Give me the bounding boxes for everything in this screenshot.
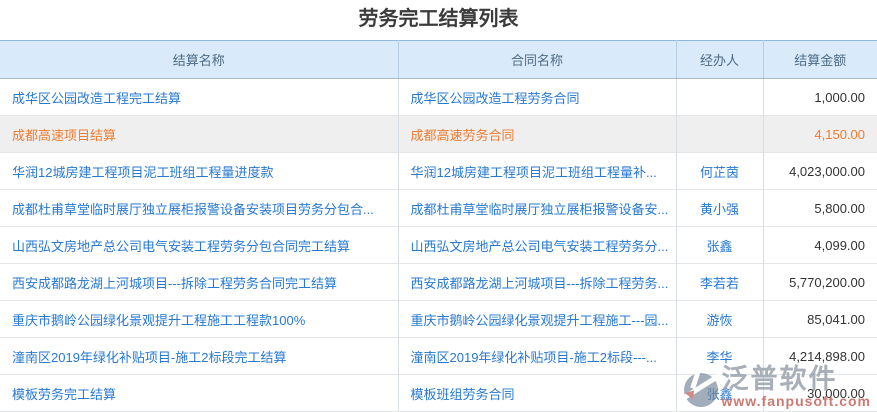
handler-link[interactable]: 李华 [676, 337, 764, 375]
page-title: 劳务完工结算列表 [358, 8, 519, 30]
table-row: 成华区公园改造工程完工结算 成华区公园改造工程劳务合同 1,000.00 [0, 78, 877, 116]
amount-value: 30,000.00 [763, 374, 877, 412]
settlement-link[interactable]: 山西弘文房地产总公司电气安装工程劳务分包合同完工结算 [0, 226, 399, 264]
handler-link[interactable]: 游恢 [676, 300, 764, 338]
settlement-link[interactable]: 潼南区2019年绿化补贴项目-施工2标段完工结算 [0, 337, 399, 375]
contract-link[interactable]: 华润12城房建工程项目泥工班组工程量补... [398, 152, 677, 190]
settlement-link[interactable]: 成华区公园改造工程完工结算 [0, 78, 399, 116]
settlement-link[interactable]: 成都杜甫草堂临时展厅独立展柜报警设备安装项目劳务分包合... [0, 189, 399, 227]
table-row: 潼南区2019年绿化补贴项目-施工2标段完工结算 潼南区2019年绿化补贴项目-… [0, 337, 877, 375]
handler-link[interactable] [676, 78, 764, 116]
handler-link[interactable]: 张鑫 [676, 374, 764, 412]
handler-link[interactable]: 张鑫 [676, 226, 764, 264]
contract-link[interactable]: 模板班组劳务合同 [398, 374, 677, 412]
amount-value: 5,800.00 [763, 189, 877, 227]
table-row: 成都高速项目结算 成都高速劳务合同 4,150.00 [0, 115, 877, 153]
table-row: 山西弘文房地产总公司电气安装工程劳务分包合同完工结算 山西弘文房地产总公司电气安… [0, 226, 877, 264]
contract-link[interactable]: 成都杜甫草堂临时展厅独立展柜报警设备安... [398, 189, 677, 227]
settlement-link[interactable]: 成都高速项目结算 [0, 115, 399, 153]
column-header-amount: 结算金额 [763, 40, 877, 79]
column-header-settlement: 结算名称 [0, 40, 399, 79]
handler-link[interactable] [676, 115, 764, 153]
amount-value: 4,099.00 [763, 226, 877, 264]
amount-value: 1,000.00 [763, 78, 877, 116]
amount-value: 85,041.00 [763, 300, 877, 338]
column-header-contract: 合同名称 [398, 40, 677, 79]
column-header-handler: 经办人 [676, 40, 764, 79]
settlement-link[interactable]: 重庆市鹅岭公园绿化景观提升工程施工工程款100% [0, 300, 399, 338]
settlement-link[interactable]: 西安成都路龙湖上河城项目---拆除工程劳务合同完工结算 [0, 263, 399, 301]
contract-link[interactable]: 山西弘文房地产总公司电气安装工程劳务分... [398, 226, 677, 264]
contract-link[interactable]: 成都高速劳务合同 [398, 115, 677, 153]
contract-link[interactable]: 重庆市鹅岭公园绿化景观提升工程施工---园... [398, 300, 677, 338]
table-row: 模板劳务完工结算 模板班组劳务合同 张鑫 30,000.00 [0, 374, 877, 412]
handler-link[interactable]: 黄小强 [676, 189, 764, 227]
settlement-table: 结算名称 合同名称 经办人 结算金额 成华区公园改造工程完工结算 成华区公园改造… [0, 40, 877, 412]
table-row: 华润12城房建工程项目泥工班组工程量进度款 华润12城房建工程项目泥工班组工程量… [0, 152, 877, 190]
amount-value: 5,770,200.00 [763, 263, 877, 301]
handler-link[interactable]: 何芷茵 [676, 152, 764, 190]
settlement-link[interactable]: 模板劳务完工结算 [0, 374, 399, 412]
contract-link[interactable]: 成华区公园改造工程劳务合同 [398, 78, 677, 116]
table-row: 成都杜甫草堂临时展厅独立展柜报警设备安装项目劳务分包合... 成都杜甫草堂临时展… [0, 189, 877, 227]
amount-value: 4,150.00 [763, 115, 877, 153]
table-row: 重庆市鹅岭公园绿化景观提升工程施工工程款100% 重庆市鹅岭公园绿化景观提升工程… [0, 300, 877, 338]
contract-link[interactable]: 西安成都路龙湖上河城项目---拆除工程劳务... [398, 263, 677, 301]
settlement-link[interactable]: 华润12城房建工程项目泥工班组工程量进度款 [0, 152, 399, 190]
amount-value: 4,023,000.00 [763, 152, 877, 190]
table-row: 西安成都路龙湖上河城项目---拆除工程劳务合同完工结算 西安成都路龙湖上河城项目… [0, 263, 877, 301]
amount-value: 4,214,898.00 [763, 337, 877, 375]
table-header-row: 结算名称 合同名称 经办人 结算金额 [0, 40, 877, 79]
handler-link[interactable]: 李若若 [676, 263, 764, 301]
contract-link[interactable]: 潼南区2019年绿化补贴项目-施工2标段---... [398, 337, 677, 375]
